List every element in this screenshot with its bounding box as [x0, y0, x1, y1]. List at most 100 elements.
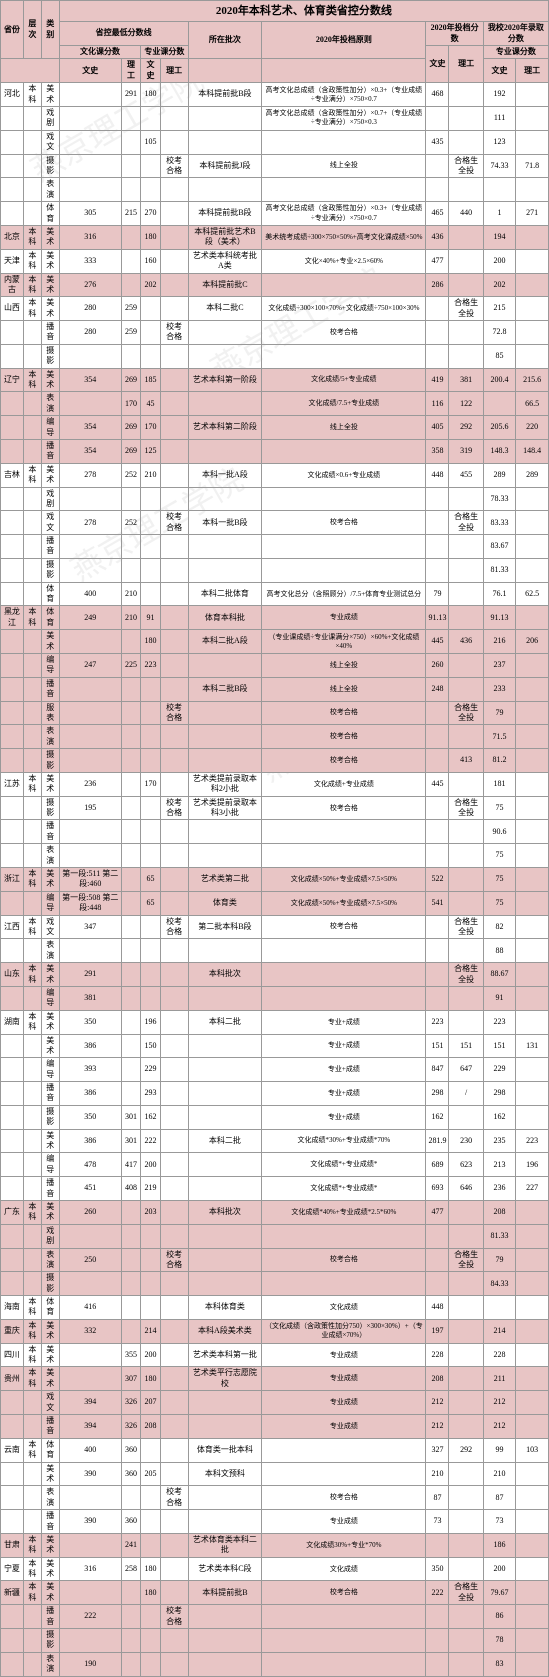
- cell: [59, 749, 121, 773]
- cell: （专业课成绩÷专业课满分×750）×60%+文化成绩×40%: [262, 630, 426, 654]
- cell: [141, 986, 160, 1010]
- cell: [121, 1200, 140, 1224]
- cell: [1, 1486, 24, 1510]
- cell: [426, 107, 449, 131]
- cell: [426, 749, 449, 773]
- cell: 170: [141, 416, 160, 440]
- cell: [1, 487, 24, 511]
- cell: 448: [426, 1296, 449, 1320]
- cell: 105: [141, 130, 160, 154]
- cell: [449, 654, 483, 678]
- cell: 333: [59, 249, 121, 273]
- cell: 319: [449, 439, 483, 463]
- cell: [121, 701, 140, 725]
- cell: 205: [141, 1462, 160, 1486]
- cell: [160, 1557, 188, 1581]
- cell: [59, 1533, 121, 1557]
- cell: [23, 416, 41, 440]
- cell: 62.5: [516, 582, 549, 606]
- cell: [23, 1105, 41, 1129]
- cell: 103: [516, 1438, 549, 1462]
- cell: [426, 1224, 449, 1248]
- cell: 表演: [41, 1652, 59, 1676]
- cell: [141, 321, 160, 345]
- cell: [426, 558, 449, 582]
- cell: 230: [449, 1129, 483, 1153]
- cell: [141, 582, 160, 606]
- cell: [59, 83, 121, 107]
- cell: [160, 344, 188, 368]
- cell: [516, 487, 549, 511]
- hdr-minscore: 省控最低分数线: [59, 22, 188, 46]
- cell: 播音: [41, 677, 59, 701]
- cell: [160, 725, 188, 749]
- table-row: 编导38191: [1, 986, 549, 1010]
- cell: 160: [141, 249, 160, 273]
- cell: 258: [121, 1557, 140, 1581]
- cell: [262, 344, 426, 368]
- cell: [141, 1533, 160, 1557]
- cell: [1, 796, 24, 820]
- cell: [188, 1224, 262, 1248]
- cell: 66.5: [516, 392, 549, 416]
- cell: 229: [483, 1058, 516, 1082]
- table-row: 播音451408219文化成绩*+专业成绩*693646236227: [1, 1177, 549, 1201]
- cell: [262, 439, 426, 463]
- cell: [121, 558, 140, 582]
- cell: [1, 654, 24, 678]
- cell: 本科: [23, 1010, 41, 1034]
- cell: [449, 606, 483, 630]
- cell: 623: [449, 1153, 483, 1177]
- cell: 校考合格: [262, 1248, 426, 1272]
- cell: 编导: [41, 891, 59, 915]
- cell: 210: [141, 463, 160, 487]
- hdr-major: 专业课分数: [141, 46, 188, 59]
- cell: 本科: [23, 1200, 41, 1224]
- cell: [160, 1462, 188, 1486]
- cell: 236: [59, 772, 121, 796]
- cell: [449, 1533, 483, 1557]
- cell: 269: [121, 368, 140, 392]
- cell: 专业+成绩: [262, 1010, 426, 1034]
- cell: [449, 725, 483, 749]
- cell: 249: [59, 606, 121, 630]
- cell: 文化成绩×50%+专业成绩×7.5×50%: [262, 868, 426, 892]
- cell: 校考合格: [160, 796, 188, 820]
- cell: 223: [483, 1010, 516, 1034]
- cell: [141, 1605, 160, 1629]
- table-row: 表演19083: [1, 1652, 549, 1676]
- cell: [160, 1438, 188, 1462]
- cell: [23, 107, 41, 131]
- cell: 87: [483, 1486, 516, 1510]
- hdr-clg: 理工: [121, 59, 140, 83]
- cell: 美术: [41, 1343, 59, 1367]
- cell: [426, 844, 449, 868]
- cell: [160, 297, 188, 321]
- cell: 222: [426, 1581, 449, 1605]
- cell: [23, 630, 41, 654]
- cell: 本科一批B段: [188, 511, 262, 535]
- cell: 200: [141, 1153, 160, 1177]
- cell: [1, 130, 24, 154]
- cell: 高考文化总成绩（含政策性加分）×0.7+（专业成绩÷专业满分）×750×0.3: [262, 107, 426, 131]
- cell: [1, 178, 24, 202]
- cell: 200.4: [483, 368, 516, 392]
- cell: 摄影: [41, 1105, 59, 1129]
- cell: [426, 321, 449, 345]
- cell: 戏剧: [41, 487, 59, 511]
- cell: [23, 1629, 41, 1653]
- cell: 体育类一批本科: [188, 1438, 262, 1462]
- cell: [160, 130, 188, 154]
- cell: [426, 701, 449, 725]
- cell: [516, 249, 549, 273]
- cell: [23, 1034, 41, 1058]
- cell: 247: [59, 654, 121, 678]
- cell: [141, 1629, 160, 1653]
- cell: 269: [121, 439, 140, 463]
- cell: [516, 1343, 549, 1367]
- cell: [262, 178, 426, 202]
- cell: [59, 1343, 121, 1367]
- hdr-batch: 所在批次: [188, 22, 262, 59]
- cell: [1, 154, 24, 178]
- cell: [1, 820, 24, 844]
